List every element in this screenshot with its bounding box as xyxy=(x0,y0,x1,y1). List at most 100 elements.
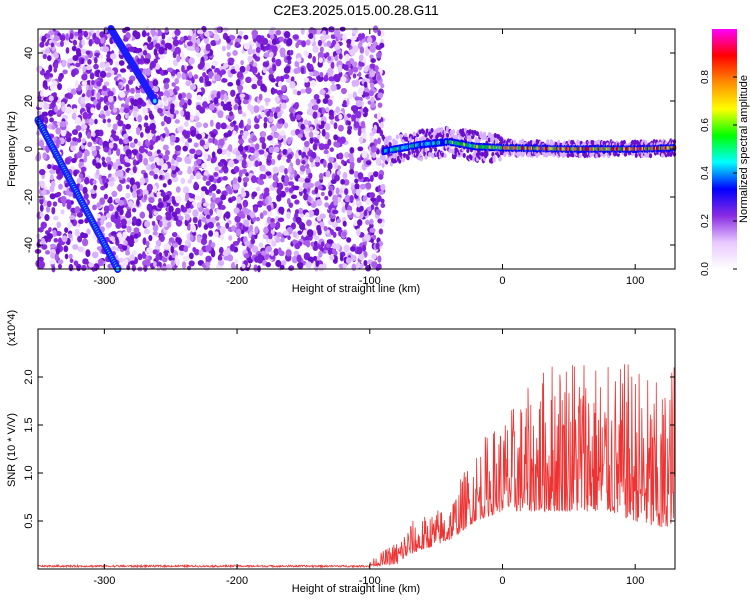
spectrogram-noise-cell xyxy=(358,136,364,144)
spectrogram-noise-cell xyxy=(268,29,275,36)
spectrogram-noise-cell xyxy=(164,126,168,132)
spectrogram-noise-cell xyxy=(96,91,101,100)
spectrogram-noise-cell xyxy=(271,57,276,63)
spectrogram-noise-cell xyxy=(228,159,235,168)
spectrogram-noise-cell xyxy=(73,260,79,266)
spectrogram-noise-cell xyxy=(331,209,339,215)
spectrogram-noise-cell xyxy=(342,220,347,227)
spectrogram-noise-cell xyxy=(259,173,266,180)
spectrogram-noise-cell xyxy=(217,161,224,167)
spectrogram-noise-cell xyxy=(139,211,146,219)
spectrogram-noise-cell xyxy=(205,244,212,252)
spectrogram-noise-cell xyxy=(366,36,373,45)
spectrogram-noise-cell xyxy=(369,174,374,182)
spectrogram-noise-cell xyxy=(319,46,324,53)
spectrogram-noise-cell xyxy=(263,121,268,129)
spectrogram-noise-cell xyxy=(132,30,138,37)
spectrogram-noise-cell xyxy=(303,140,310,148)
spectrogram-noise-cell xyxy=(209,119,214,127)
spectrogram-noise-cell xyxy=(341,87,347,95)
spectrogram-noise-cell xyxy=(214,197,222,202)
spectrogram-noise-cell xyxy=(107,95,114,103)
spectrogram-noise-cell xyxy=(318,250,323,258)
spectrogram-noise-cell xyxy=(125,192,131,199)
spectrogram-noise-cell xyxy=(100,113,106,119)
spectrogram-noise-cell xyxy=(318,57,324,63)
spectrogram-noise-cell xyxy=(251,245,259,253)
spectrogram-noise-cell xyxy=(271,240,277,247)
spectrogram-noise-cell xyxy=(333,134,339,141)
spectrogram-noise-cell xyxy=(270,222,276,228)
spectrogram-noise-cell xyxy=(48,30,55,36)
spectrogram-noise-cell xyxy=(324,94,330,100)
spectrogram-noise-cell xyxy=(346,42,351,49)
spectrogram-noise-cell xyxy=(153,210,158,216)
spectrogram-noise-cell xyxy=(267,204,272,212)
spectrogram-band-halo xyxy=(405,137,409,143)
spectrogram-noise-cell xyxy=(136,198,140,207)
spectrogram-noise-cell xyxy=(316,224,321,232)
spectrogram-noise-cell xyxy=(243,43,250,50)
spectrogram-noise-cell xyxy=(328,185,334,191)
spectrogram-noise-cell xyxy=(184,121,189,127)
spectrogram-noise-cell xyxy=(261,37,269,46)
spectrogram-noise-cell xyxy=(325,52,330,58)
spectrogram-noise-cell xyxy=(268,51,274,58)
spectrogram-noise-cell xyxy=(105,109,111,117)
spectrogram-noise-cell xyxy=(329,27,335,33)
spectrogram-noise-cell xyxy=(234,215,241,223)
spectrogram-noise-cell xyxy=(81,73,88,81)
spectrogram-noise-cell xyxy=(129,254,135,262)
spectrogram-noise-cell xyxy=(116,206,122,212)
spectrogram-band-halo xyxy=(388,135,392,141)
spectrogram-band-halo xyxy=(487,137,491,143)
spectrogram-noise-cell xyxy=(139,131,144,138)
spectrogram-band-halo xyxy=(445,126,450,132)
spectrogram-noise-cell xyxy=(119,68,127,73)
spectrogram-noise-cell xyxy=(239,93,246,98)
spectrogram-noise-cell xyxy=(216,209,223,217)
spectrogram-noise-cell xyxy=(285,77,292,83)
spectrogram-noise-cell xyxy=(147,35,152,43)
spectrogram-noise-cell xyxy=(314,186,319,195)
spectrogram-noise-cell xyxy=(254,143,260,151)
spectrogram-noise-cell xyxy=(251,49,256,55)
spectrogram-noise-cell xyxy=(260,250,267,256)
spectrogram-noise-cell xyxy=(280,102,287,110)
spectrogram-band-halo xyxy=(660,152,665,158)
spectrogram-noise-cell xyxy=(116,232,123,238)
spectrogram-noise-cell xyxy=(313,94,320,101)
spectrogram-noise-cell xyxy=(365,199,372,206)
spectrogram-noise-cell xyxy=(313,235,320,241)
colorbar-tick-label: 0.2 xyxy=(700,214,711,228)
spectrogram-noise-cell xyxy=(276,231,282,238)
spectrogram-noise-cell xyxy=(323,74,328,81)
spectrogram-noise-cell xyxy=(226,101,233,108)
spectrogram-noise-cell xyxy=(43,116,49,124)
spectrogram-noise-cell xyxy=(340,76,347,83)
spectrogram-noise-cell xyxy=(298,177,305,183)
spectrogram-noise-cell xyxy=(323,34,330,40)
spectrogram-noise-cell xyxy=(216,26,222,34)
spectrogram-noise-cell xyxy=(364,234,371,242)
spectrogram-noise-cell xyxy=(53,51,58,58)
spectrogram-noise-cell xyxy=(232,177,238,185)
spectrogram-band-halo xyxy=(398,158,402,164)
spectrogram-noise-cell xyxy=(350,254,357,262)
spectrogram-noise-cell xyxy=(38,227,44,233)
spectrogram-noise-cell xyxy=(74,116,81,125)
spectrogram-noise-cell xyxy=(235,150,241,157)
spectrogram-noise-cell xyxy=(65,132,72,138)
spectrogram-noise-cell xyxy=(247,49,253,55)
spectrogram-noise-cell xyxy=(81,138,86,144)
spectrogram-noise-cell xyxy=(377,137,381,145)
spectrogram-noise-cell xyxy=(38,139,45,148)
spectrogram-noise-cell xyxy=(245,76,252,84)
spectrogram-noise-cell xyxy=(71,45,77,52)
spectrogram-noise-cell xyxy=(222,249,230,257)
spectrogram-noise-cell xyxy=(89,178,94,186)
spectrogram-noise-cell xyxy=(315,260,320,267)
spectrogram-noise-cell xyxy=(118,257,124,263)
spectrogram-noise-cell xyxy=(45,69,51,77)
spectrogram-noise-cell xyxy=(365,219,370,225)
